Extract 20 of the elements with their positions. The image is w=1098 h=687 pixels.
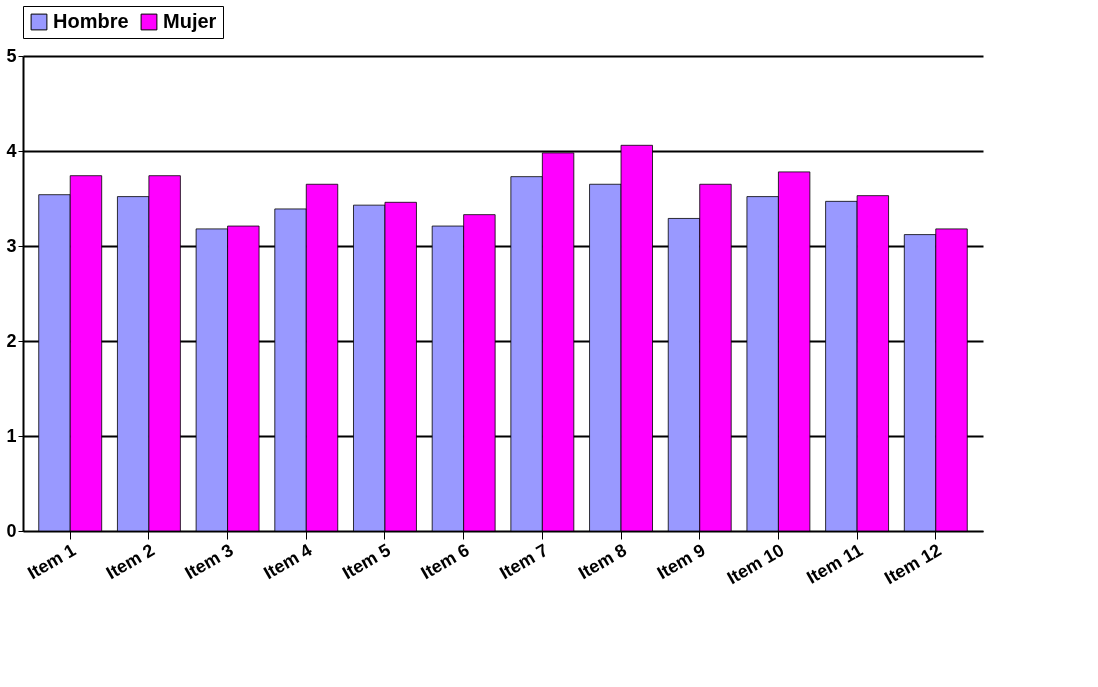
x-tick-label: Item 7 — [496, 539, 552, 584]
x-tick-label: Item 11 — [803, 539, 867, 588]
y-tick-label: 4 — [6, 140, 17, 161]
y-tick-label: 3 — [6, 235, 17, 256]
x-tick-label: Item 2 — [102, 539, 158, 584]
x-tick-label: Item 6 — [417, 539, 473, 584]
x-tick-label: Item 5 — [338, 539, 394, 584]
x-tick-label: Item 10 — [723, 539, 788, 589]
x-tick-label: Item 3 — [181, 539, 237, 584]
x-tick-label: Item 1 — [24, 539, 80, 584]
x-tick-label: Item 4 — [260, 539, 316, 584]
y-tick-label: 2 — [6, 330, 17, 351]
y-tick-label: 5 — [6, 45, 17, 66]
x-tick-label: Item 12 — [881, 539, 945, 589]
x-tick-label: Item 8 — [574, 539, 631, 584]
y-tick-label: 1 — [6, 425, 17, 446]
x-tick-label: Item 9 — [653, 539, 709, 584]
y-tick-label: 0 — [6, 520, 17, 541]
legend-label: Mujer — [163, 10, 217, 32]
legend-label: Hombre — [53, 10, 129, 32]
